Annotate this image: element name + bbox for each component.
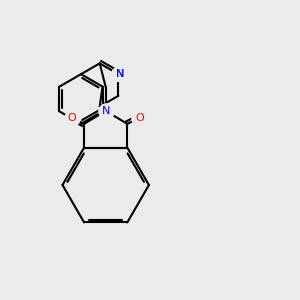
Text: N: N xyxy=(116,69,124,79)
Text: O: O xyxy=(135,113,144,123)
Text: N: N xyxy=(116,69,124,79)
Text: N: N xyxy=(101,106,110,116)
Text: O: O xyxy=(68,113,76,123)
